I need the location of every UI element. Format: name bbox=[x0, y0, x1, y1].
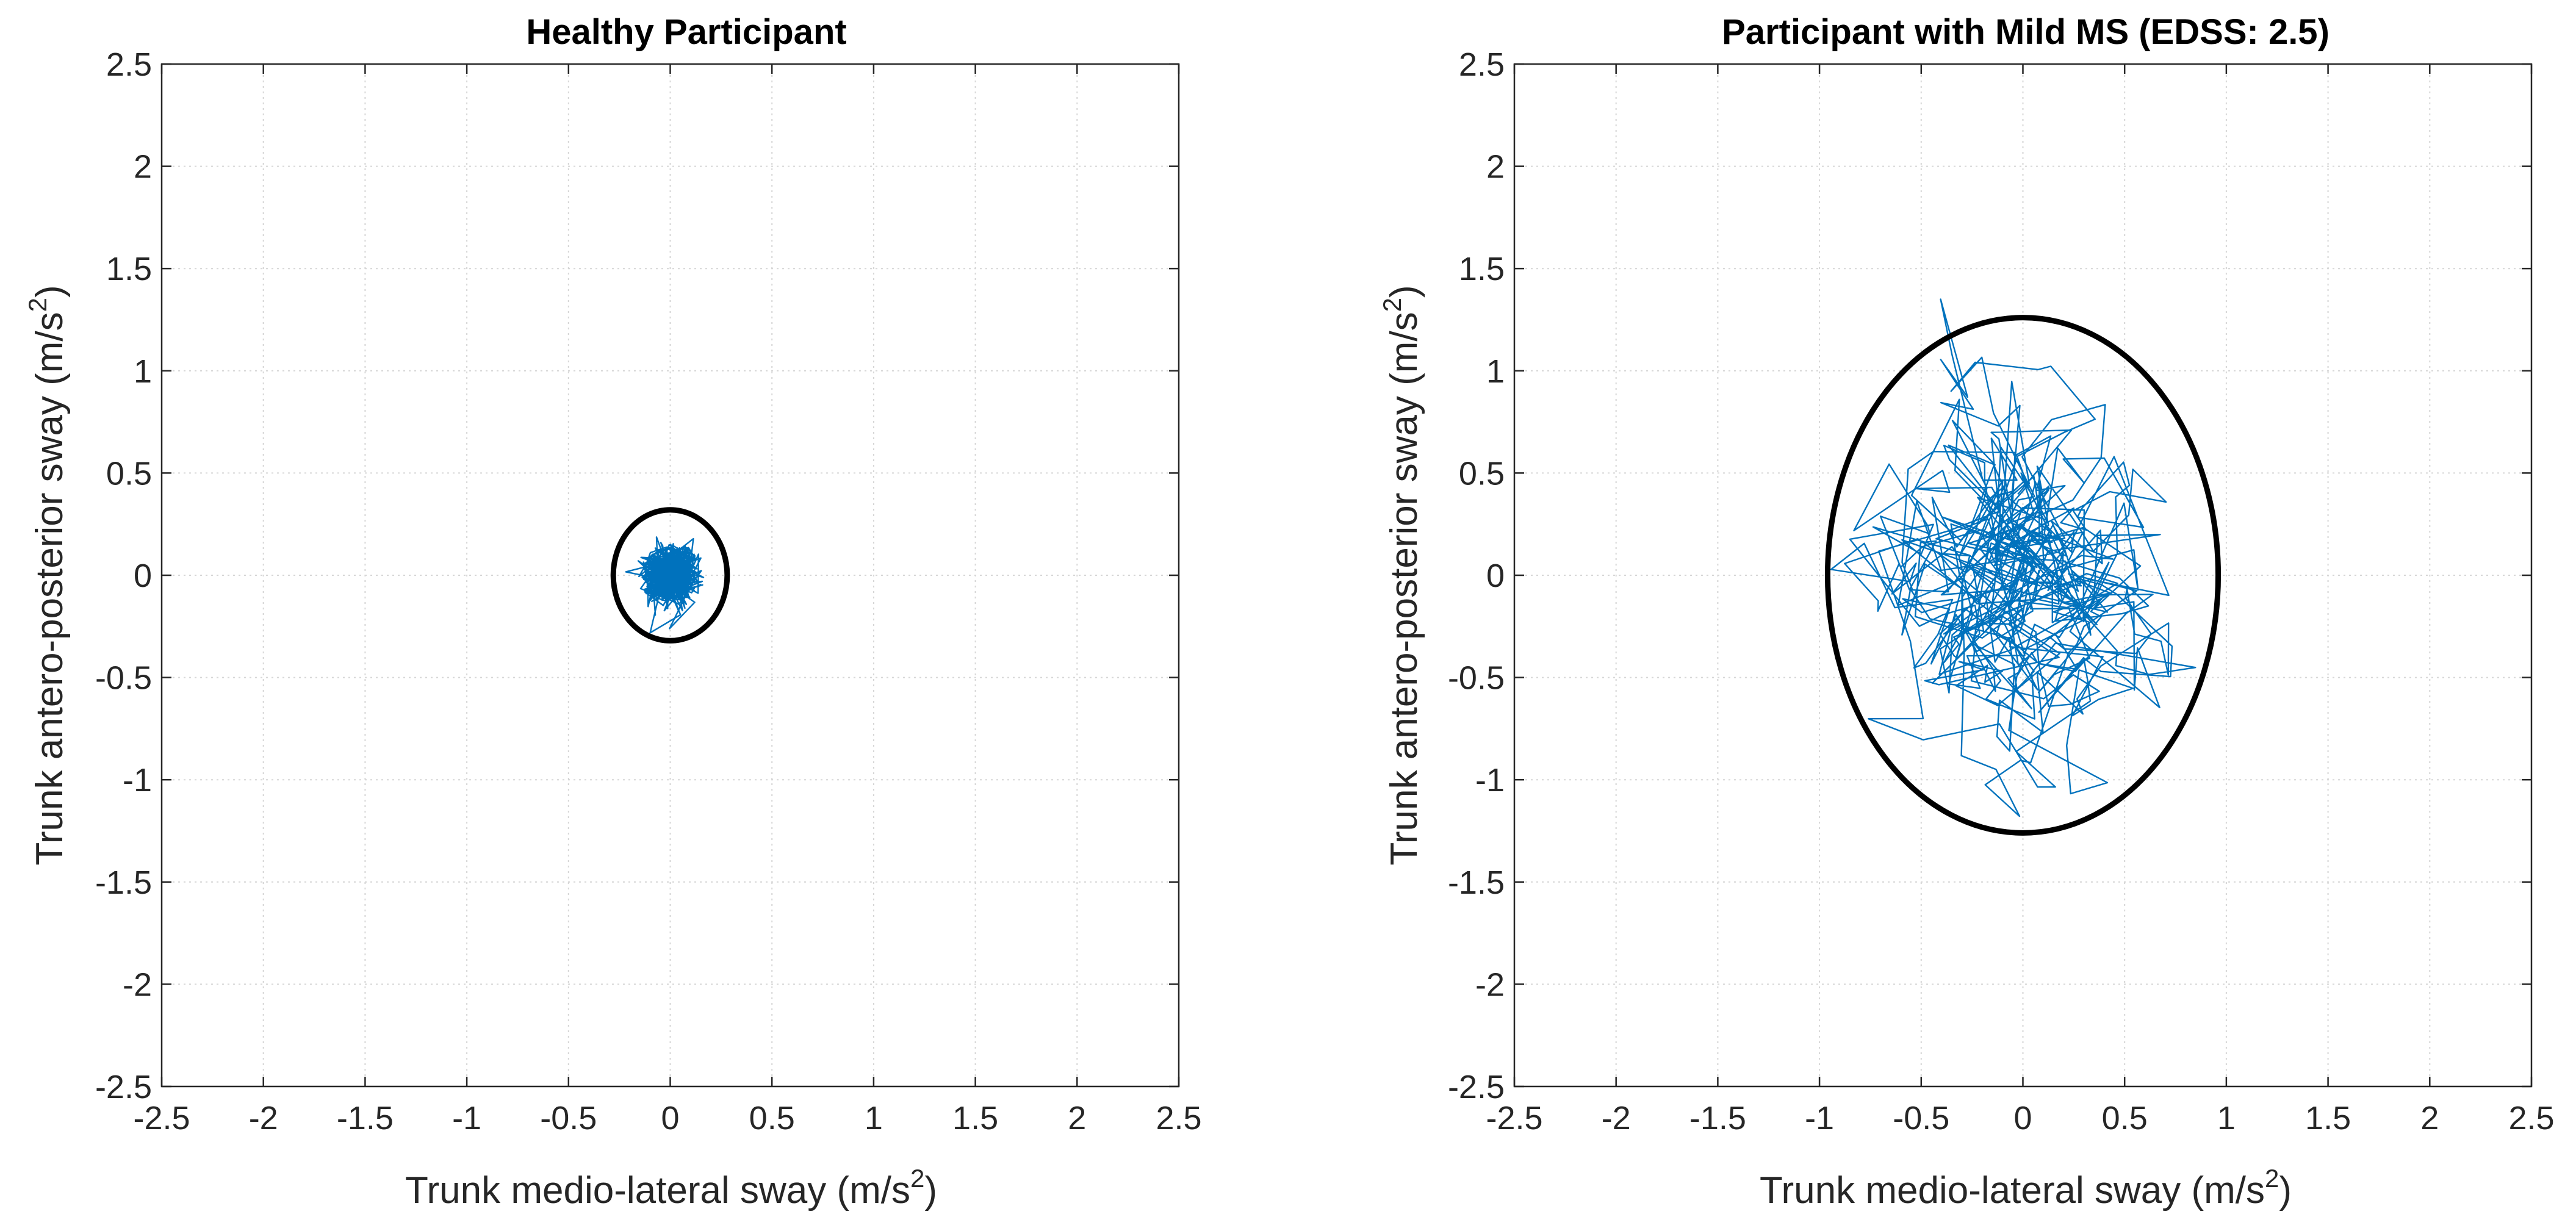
y-tick-label: 2 bbox=[1486, 149, 1505, 185]
x-axis-label: Trunk medio-lateral sway (m/s2) bbox=[1760, 1164, 2292, 1212]
y-tick-label: -2 bbox=[1475, 966, 1505, 1003]
x-tick-label: 2 bbox=[1068, 1100, 1086, 1136]
x-tick-label: 2 bbox=[2420, 1100, 2439, 1136]
x-tick-label: 0 bbox=[661, 1100, 679, 1136]
y-tick-label: -0.5 bbox=[95, 660, 152, 697]
y-axis-label: Trunk antero-posterior sway (m/s2) bbox=[1378, 285, 1425, 865]
panel-mild-ms: Participant with Mild MS (EDSS: 2.5) -2.… bbox=[1378, 12, 2555, 1212]
y-tick-label: 0.5 bbox=[106, 455, 152, 492]
x-tick-label: 1.5 bbox=[2305, 1100, 2351, 1136]
sway-trajectory-line bbox=[625, 536, 705, 634]
y-axis-label: Trunk antero-posterior sway (m/s2) bbox=[23, 285, 71, 865]
x-tick-label: 0.5 bbox=[2102, 1100, 2148, 1136]
x-tick-label: -2.5 bbox=[1486, 1100, 1542, 1136]
x-tick-label: -1 bbox=[1805, 1100, 1834, 1136]
x-tick-label: 1.5 bbox=[952, 1100, 998, 1136]
y-tick-label: 0 bbox=[1486, 558, 1505, 594]
x-tick-label: -1 bbox=[452, 1100, 481, 1136]
x-tick-label: -0.5 bbox=[540, 1100, 597, 1136]
x-tick-label: 1 bbox=[865, 1100, 883, 1136]
y-tick-label: -2.5 bbox=[95, 1069, 152, 1105]
confidence-ellipse bbox=[610, 507, 730, 644]
x-tick-label: -1.5 bbox=[337, 1100, 394, 1136]
y-tick-label: 1 bbox=[134, 353, 152, 390]
y-tick-label: -2 bbox=[123, 966, 152, 1003]
x-tick-label: -1.5 bbox=[1689, 1100, 1746, 1136]
y-tick-label: 2 bbox=[134, 149, 152, 185]
y-tick-label: -0.5 bbox=[1448, 660, 1505, 697]
y-tick-label: -1 bbox=[1475, 762, 1505, 799]
x-tick-label: 0.5 bbox=[749, 1100, 795, 1136]
y-tick-label: 1.5 bbox=[1459, 251, 1505, 287]
x-tick-label: -2 bbox=[1602, 1100, 1631, 1136]
x-tick-label: -0.5 bbox=[1893, 1100, 1949, 1136]
x-tick-label: 0 bbox=[2013, 1100, 2032, 1136]
y-tick-label: -2.5 bbox=[1448, 1069, 1505, 1105]
x-tick-label: 2.5 bbox=[1156, 1100, 1201, 1136]
x-tick-label: -2 bbox=[249, 1100, 278, 1136]
x-tick-label: 1 bbox=[2217, 1100, 2236, 1136]
x-axis-label: Trunk medio-lateral sway (m/s2) bbox=[405, 1164, 937, 1212]
confidence-ellipse bbox=[1824, 315, 2222, 836]
panel-healthy: Healthy Participant -2.5 -2 -1.5 -1 -0.5 0 0.5… bbox=[23, 12, 1202, 1212]
y-tick-label: -1.5 bbox=[1448, 864, 1505, 901]
x-tick-label: -2.5 bbox=[133, 1100, 190, 1136]
y-tick-label: 0 bbox=[134, 558, 152, 594]
y-tick-label: 0.5 bbox=[1459, 455, 1505, 492]
chart-title: Healthy Participant bbox=[526, 12, 846, 52]
y-tick-label: 2.5 bbox=[1459, 46, 1505, 83]
y-tick-label: 1.5 bbox=[106, 251, 152, 287]
x-tick-label: 2.5 bbox=[2508, 1100, 2554, 1136]
chart-title: Participant with Mild MS (EDSS: 2.5) bbox=[1722, 12, 2330, 52]
y-tick-label: 1 bbox=[1486, 353, 1505, 390]
y-tick-label: 2.5 bbox=[106, 46, 152, 83]
y-tick-label: -1.5 bbox=[95, 864, 152, 901]
sway-trajectory-line bbox=[1830, 298, 2196, 817]
y-tick-label: -1 bbox=[123, 762, 152, 799]
